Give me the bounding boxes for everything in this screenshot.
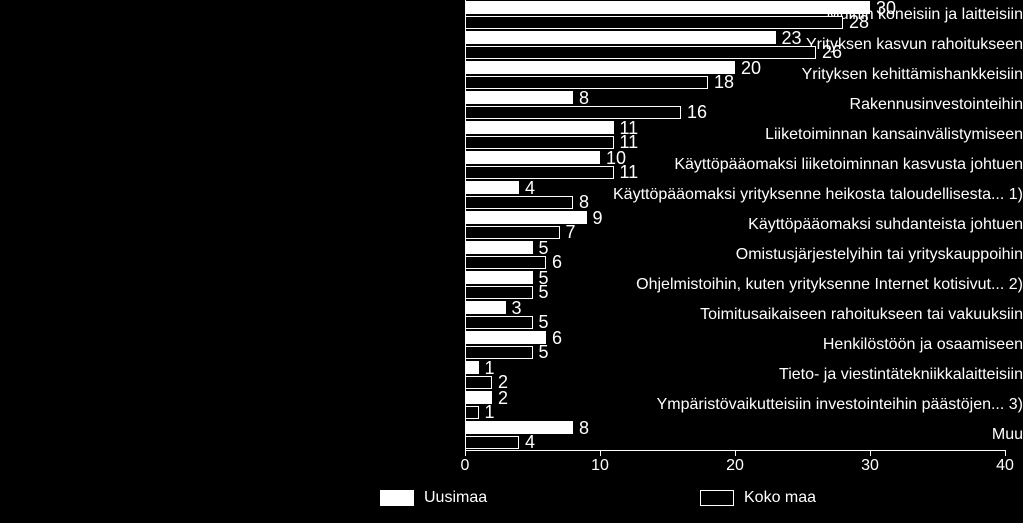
bar: [465, 361, 479, 374]
legend-item: Uusimaa: [380, 490, 487, 506]
bar: [465, 91, 573, 104]
legend-item: Koko maa: [700, 490, 816, 506]
bar: [465, 421, 573, 434]
x-tick-mark: [870, 450, 871, 456]
data-label: 6: [552, 329, 562, 347]
legend-swatch: [380, 490, 414, 506]
data-label: 1: [485, 359, 495, 377]
bar: [465, 331, 546, 344]
data-label: 28: [849, 13, 869, 31]
bar: [465, 196, 573, 209]
data-label: 26: [822, 43, 842, 61]
bar: [465, 301, 506, 314]
bar: [465, 136, 614, 149]
bar: [465, 61, 735, 74]
data-label: 5: [539, 283, 549, 301]
bar: [465, 256, 546, 269]
y-axis-line: [465, 0, 466, 450]
data-label: 18: [714, 73, 734, 91]
data-label: 8: [579, 193, 589, 211]
bar: [465, 346, 533, 359]
data-label: 1: [485, 403, 495, 421]
x-tick-mark: [735, 450, 736, 456]
bar: [465, 436, 519, 449]
x-tick-label: 40: [996, 458, 1014, 474]
data-label: 6: [552, 253, 562, 271]
data-label: 5: [539, 343, 549, 361]
legend-label: Uusimaa: [424, 490, 487, 506]
data-label: 20: [741, 59, 761, 77]
data-label: 8: [579, 89, 589, 107]
x-tick-label: 10: [591, 458, 609, 474]
plot-area: 3028232620188161111101148975655356512218…: [465, 0, 1005, 450]
bar: [465, 76, 708, 89]
data-label: 5: [539, 313, 549, 331]
bar: [465, 166, 614, 179]
data-label: 5: [539, 239, 549, 257]
x-tick-mark: [1005, 450, 1006, 456]
data-label: 9: [593, 209, 603, 227]
bar: [465, 286, 533, 299]
x-tick-mark: [465, 450, 466, 456]
bar: [465, 376, 492, 389]
data-label: 7: [566, 223, 576, 241]
x-tick-mark: [600, 450, 601, 456]
bar-chart: Muihin koneisiin ja laitteisiinYrityksen…: [0, 0, 1023, 523]
bar: [465, 31, 776, 44]
bar: [465, 241, 533, 254]
data-label: 8: [579, 419, 589, 437]
data-label: 3: [512, 299, 522, 317]
bar: [465, 121, 614, 134]
bar: [465, 316, 533, 329]
bar: [465, 151, 600, 164]
bar: [465, 106, 681, 119]
bar: [465, 226, 560, 239]
bar: [465, 271, 533, 284]
x-tick-label: 20: [726, 458, 744, 474]
legend-swatch: [700, 490, 734, 506]
data-label: 2: [498, 389, 508, 407]
bar: [465, 1, 870, 14]
bar: [465, 406, 479, 419]
bar: [465, 181, 519, 194]
x-tick-label: 0: [461, 458, 470, 474]
data-label: 23: [782, 29, 802, 47]
data-label: 4: [525, 433, 535, 451]
bar: [465, 16, 843, 29]
legend-label: Koko maa: [744, 490, 816, 506]
data-label: 30: [876, 0, 896, 17]
bar: [465, 46, 816, 59]
data-label: 4: [525, 179, 535, 197]
data-label: 11: [620, 163, 639, 181]
data-label: 16: [687, 103, 707, 121]
x-tick-label: 30: [861, 458, 879, 474]
